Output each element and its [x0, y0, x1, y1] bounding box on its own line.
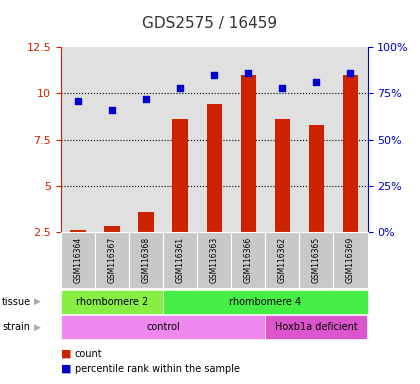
Point [143, 96, 150, 102]
Point [313, 79, 320, 85]
Text: ■: ■ [61, 364, 71, 374]
Text: Hoxb1a deficient: Hoxb1a deficient [275, 322, 358, 332]
Text: ▶: ▶ [34, 323, 40, 332]
Text: GSM116366: GSM116366 [244, 237, 253, 283]
Text: GSM116361: GSM116361 [176, 237, 185, 283]
Text: strain: strain [2, 322, 30, 332]
Text: GSM116362: GSM116362 [278, 237, 287, 283]
Point [279, 84, 286, 91]
Text: count: count [75, 349, 102, 359]
Bar [139, 212, 154, 232]
Point [347, 70, 354, 76]
Bar [207, 104, 222, 232]
Text: GSM116369: GSM116369 [346, 237, 355, 283]
Text: GSM116363: GSM116363 [210, 237, 219, 283]
Text: tissue: tissue [2, 297, 31, 307]
Bar [173, 119, 188, 232]
Text: GSM116368: GSM116368 [142, 237, 150, 283]
Bar [275, 119, 290, 232]
Bar [309, 125, 324, 232]
Text: control: control [146, 322, 180, 332]
Text: GSM116364: GSM116364 [74, 237, 82, 283]
Text: rhombomere 2: rhombomere 2 [76, 297, 148, 307]
Point [177, 84, 184, 91]
Bar [104, 226, 120, 232]
Text: rhombomere 4: rhombomere 4 [229, 297, 302, 307]
Bar [343, 74, 358, 232]
Text: percentile rank within the sample: percentile rank within the sample [75, 364, 240, 374]
Point [245, 70, 252, 76]
Text: GSM116367: GSM116367 [108, 237, 116, 283]
Text: ■: ■ [61, 349, 71, 359]
Text: ▶: ▶ [34, 297, 40, 306]
Bar [70, 230, 86, 232]
Point [75, 98, 81, 104]
Point [211, 71, 218, 78]
Text: GSM116365: GSM116365 [312, 237, 321, 283]
Bar [241, 74, 256, 232]
Point [109, 107, 116, 113]
Text: GDS2575 / 16459: GDS2575 / 16459 [142, 16, 278, 31]
